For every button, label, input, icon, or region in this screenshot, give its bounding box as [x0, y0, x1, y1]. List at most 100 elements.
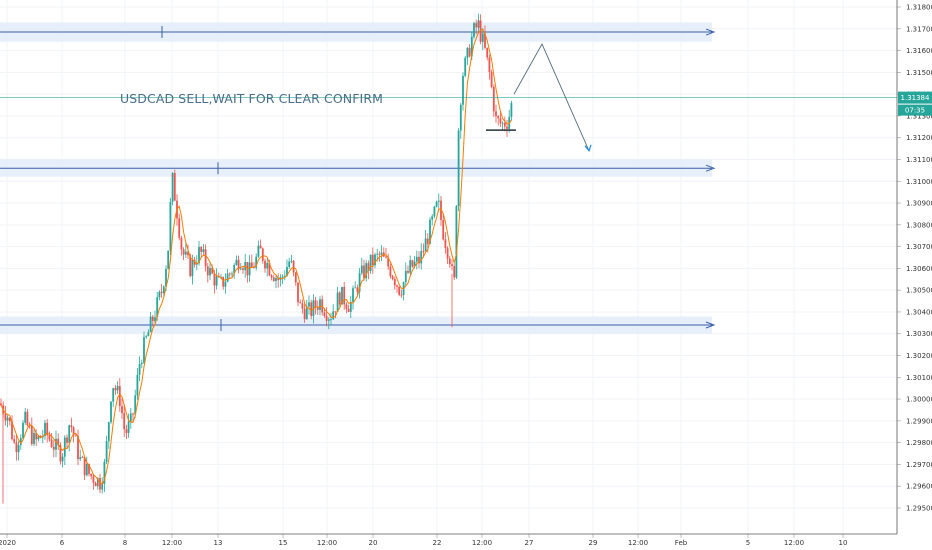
candle-body [140, 362, 143, 365]
candle-body [59, 445, 62, 462]
candle-body [466, 47, 469, 58]
candle-body [341, 286, 343, 305]
x-tick-label: 5 [746, 539, 750, 547]
candle-body [154, 317, 156, 321]
chart-grid [0, 0, 897, 534]
candle-body [338, 292, 341, 305]
countdown-tag [898, 104, 932, 116]
x-tick-label: 12:00 [472, 539, 492, 547]
candle-body [112, 388, 115, 402]
candle-body [433, 206, 436, 217]
time-axis[interactable]: 2020 6 8 12:00 13 15 12:00 20 22 12:00 27 29 12:00 Fe… [0, 533, 897, 547]
candle-body [222, 276, 225, 287]
candle-body [396, 285, 398, 287]
candle-body [510, 103, 513, 117]
candle-body [409, 260, 412, 273]
candle-body [424, 238, 427, 252]
candle-body [189, 255, 192, 277]
candle-body [101, 483, 104, 490]
candle-body [193, 259, 196, 265]
price-axis[interactable]: 1.318001.317001.316001.315001.314001.313… [896, 0, 932, 534]
y-tick-label: 1.30600 [906, 265, 932, 273]
candle-body [459, 104, 462, 131]
candle-body [475, 23, 478, 28]
ma-line [0, 28, 512, 485]
y-tick-label: 1.31000 [906, 178, 932, 186]
candle-body [253, 267, 255, 269]
candle-body [26, 411, 29, 426]
candle-body [72, 427, 75, 436]
candle-body [81, 457, 84, 459]
y-tick-label: 1.29500 [906, 505, 932, 513]
candle-body [268, 262, 271, 276]
candle-body [470, 36, 473, 57]
candle-body [446, 247, 449, 259]
horizontal-zones[interactable] [0, 22, 716, 334]
candle-body [233, 264, 236, 274]
candle-body [488, 57, 491, 73]
candle-body [492, 86, 495, 112]
candle-body [275, 277, 277, 281]
candle-body [4, 413, 7, 421]
candle-body [110, 401, 112, 423]
candle-body [191, 259, 194, 277]
candle-body [180, 237, 183, 250]
current-price-tag [898, 91, 932, 104]
candle-body [283, 275, 286, 277]
candle-body [116, 385, 119, 391]
y-tick-label: 1.31500 [906, 69, 932, 77]
candle-body [411, 260, 414, 267]
candle-body [79, 457, 82, 460]
candle-body [490, 72, 493, 87]
x-tick-label: 10 [839, 539, 848, 547]
low-support-zone-arrowhead [705, 321, 716, 329]
candle-body [215, 276, 218, 286]
candle-body [365, 263, 368, 279]
candle-body [301, 303, 304, 309]
chart-annotation[interactable]: USDCAD SELL,WAIT FOR CLEAR CONFIRM [120, 91, 383, 106]
drawings[interactable] [0, 43, 897, 153]
candle-body [294, 272, 297, 283]
moving-average [0, 28, 512, 485]
candle-body [281, 276, 284, 278]
candle-body [367, 263, 370, 272]
candle-body [11, 421, 13, 440]
y-tick-label: 1.30100 [906, 374, 932, 382]
candle-body [132, 413, 134, 415]
candle-body [325, 315, 328, 321]
candle-body [15, 442, 18, 453]
candle-body [400, 294, 403, 296]
y-tick-label: 1.30800 [906, 221, 932, 229]
forecast-path[interactable] [513, 43, 590, 151]
candle-body [316, 307, 319, 310]
candle-body [453, 265, 456, 278]
candle-body [202, 249, 205, 252]
candle-body [83, 457, 86, 476]
y-tick-label: 1.31600 [906, 47, 932, 55]
x-tick-label: 27 [525, 539, 534, 547]
candle-body [468, 47, 471, 57]
candle-body [286, 266, 288, 276]
candle-body [352, 288, 354, 302]
candle-body [99, 477, 101, 490]
candle-body [345, 304, 348, 309]
candle-body [360, 265, 363, 274]
candle-body [211, 267, 214, 274]
candle-body [158, 291, 161, 298]
candle-body [226, 273, 229, 282]
candle-body [499, 118, 502, 124]
candle-body [134, 395, 137, 415]
candle-body [330, 319, 332, 321]
candle-body [204, 249, 207, 267]
candle-body [310, 302, 313, 316]
y-tick-label: 1.30700 [906, 243, 932, 251]
candle-body [165, 268, 167, 287]
candle-body [173, 172, 176, 201]
y-tick-label: 1.29700 [906, 461, 932, 469]
candle-body [90, 473, 93, 477]
candle-body [200, 247, 203, 252]
candle-body [299, 302, 302, 304]
x-tick-label: 8 [123, 539, 127, 547]
candle-body [66, 437, 68, 443]
